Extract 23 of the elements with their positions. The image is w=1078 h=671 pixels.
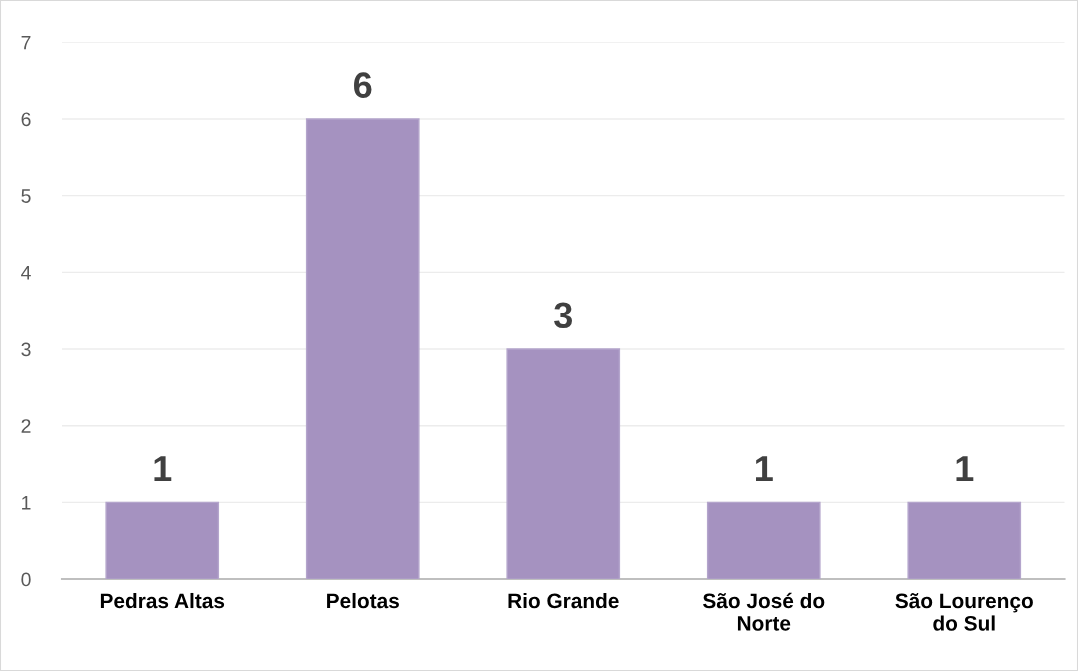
bar <box>105 501 220 580</box>
y-tick-label: 1 <box>22 496 31 510</box>
y-tick-label: 3 <box>21 342 31 357</box>
y-tick-label: 4 <box>21 266 31 280</box>
bar <box>506 348 621 580</box>
y-tick-label: 6 <box>21 112 31 127</box>
x-tick-label: Pedras Altas <box>100 592 225 609</box>
data-label: 1 <box>756 456 773 482</box>
data-label: 6 <box>354 72 372 98</box>
y-tick-label: 7 <box>21 35 31 50</box>
y-tick-label: 2 <box>21 419 31 433</box>
y-tick-label: 5 <box>21 189 31 203</box>
bar <box>305 118 420 580</box>
data-label: 1 <box>154 456 172 482</box>
x-tick-label: Rio Grande <box>508 592 619 609</box>
data-label: 1 <box>956 456 974 482</box>
bar <box>706 501 821 580</box>
y-tick-label: 0 <box>21 572 31 587</box>
bar <box>907 501 1022 580</box>
data-label: 3 <box>554 302 572 329</box>
x-tick-label: São Lourenço do Sul <box>895 593 1033 631</box>
x-tick-label: Pelotas <box>327 592 399 609</box>
x-tick-label: São José do Norte <box>703 592 825 631</box>
